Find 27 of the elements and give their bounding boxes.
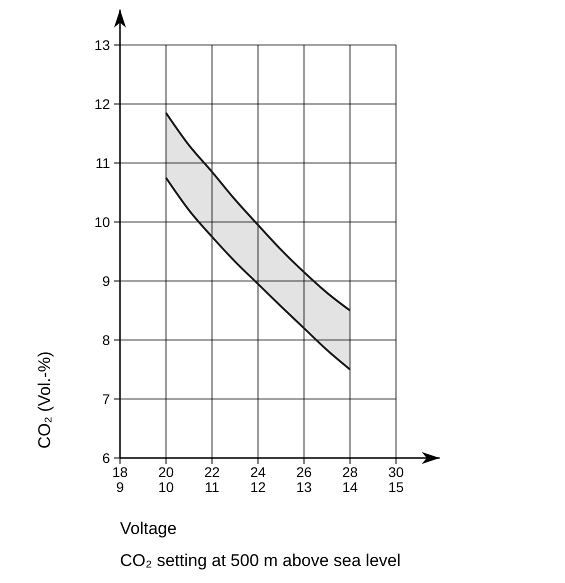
x-tick-label: 22 (204, 464, 220, 480)
text: CO₂ setting at 500 m above sea level (120, 551, 401, 570)
x2-tick-label: 15 (388, 479, 404, 495)
y-tick-label: 10 (94, 214, 110, 230)
x-axis-title: Voltage (120, 519, 177, 538)
x-tick-label: 28 (342, 464, 358, 480)
x-tick-label: 24 (250, 464, 266, 480)
y-tick-label: 9 (102, 273, 110, 289)
x2-tick-label: 13 (296, 479, 312, 495)
line-series (165, 176, 351, 370)
y-axis-title: CO₂ (Vol.-%) (35, 351, 54, 449)
x2-tick-label: 11 (204, 479, 220, 495)
x2-tick-label: 9 (116, 479, 124, 495)
y-tick-label: 7 (102, 391, 110, 407)
y-tick-label: 12 (94, 96, 110, 112)
y-tick-label: 13 (94, 37, 110, 53)
x2-tick-label: 12 (250, 479, 266, 495)
x2-tick-label: 14 (342, 479, 358, 495)
y-tick-label: 11 (95, 155, 110, 171)
x-tick-label: 26 (296, 464, 312, 480)
line-series (165, 112, 351, 312)
y-tick-label: 6 (102, 450, 110, 466)
x-tick-label: 30 (388, 464, 404, 480)
x-tick-label: 18 (112, 464, 128, 480)
y-tick-label: 8 (102, 332, 110, 348)
x-tick-label: 20 (158, 464, 174, 480)
x2-tick-label: 10 (158, 479, 174, 495)
